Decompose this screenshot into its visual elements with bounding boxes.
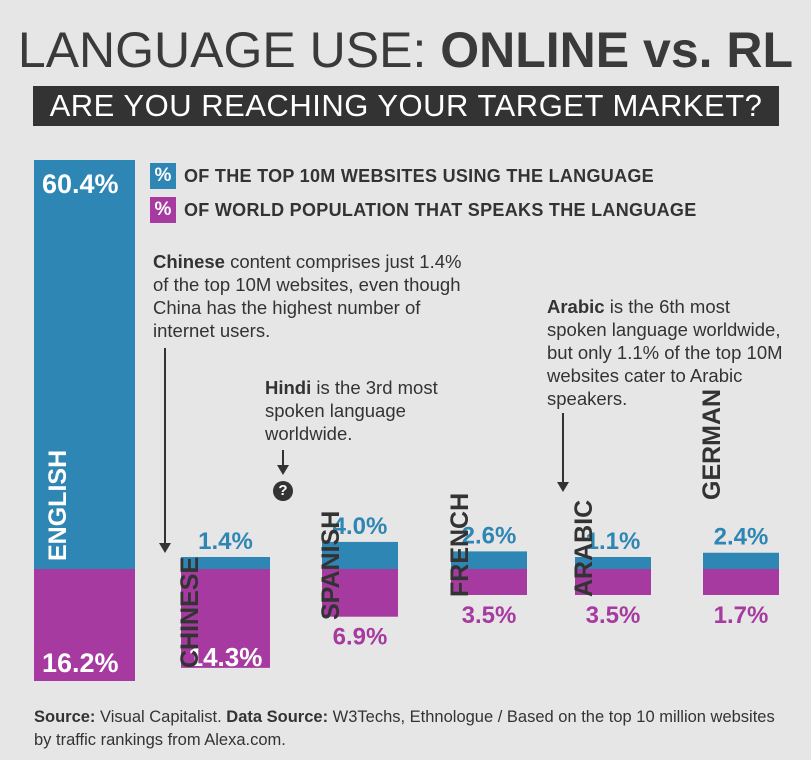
note-arabic-text: is the 6th most spoken language worldwid…	[547, 296, 783, 409]
question-icon: ?	[273, 481, 293, 501]
legend-item-population: % OF WORLD POPULATION THAT SPEAKS THE LA…	[150, 196, 697, 224]
page-title: LANGUAGE USE: ONLINE vs. RL	[0, 22, 811, 78]
bar-websites-french	[451, 551, 527, 569]
arrow-hindi-line	[282, 450, 284, 466]
subtitle: ARE YOU REACHING YOUR TARGET MARKET?	[33, 86, 779, 126]
legend-label-population: OF WORLD POPULATION THAT SPEAKS THE LANG…	[184, 199, 697, 220]
category-label-chinese: CHINESE	[176, 557, 204, 668]
bar-population-chinese	[181, 569, 270, 668]
note-chinese-text: content comprises just 1.4% of the top 1…	[153, 251, 462, 341]
note-hindi-bold: Hindi	[265, 377, 312, 398]
category-label-french: FRENCH	[446, 493, 474, 597]
bar-websites-german	[703, 552, 779, 569]
value-label-population-arabic: 3.5%	[586, 602, 641, 629]
value-label-websites-french: 2.6%	[462, 522, 517, 549]
value-label-websites-spanish: 4.0%	[333, 513, 388, 540]
value-label-websites-german: 2.4%	[714, 524, 769, 551]
bar-websites-arabic	[575, 557, 651, 569]
legend-item-websites: % OF THE TOP 10M WEBSITES USING THE LANG…	[150, 162, 654, 190]
bar-websites-spanish	[322, 541, 398, 569]
value-label-population-french: 3.5%	[462, 602, 517, 629]
arrow-arabic-line	[562, 413, 564, 483]
bar-population-french	[451, 569, 527, 595]
note-hindi: Hindi is the 3rd most spoken language wo…	[265, 376, 475, 445]
data-source-label: Data Source:	[226, 708, 329, 726]
value-label-population-english: 16.2%	[42, 648, 119, 678]
source-label: Source:	[34, 708, 96, 726]
note-chinese: Chinese content comprises just 1.4% of t…	[153, 250, 465, 342]
value-label-websites-english: 60.4%	[42, 169, 119, 199]
category-label-german: GERMAN	[698, 389, 726, 500]
value-label-population-chinese: 14.3%	[189, 642, 263, 672]
source-text: Visual Capitalist.	[95, 708, 227, 726]
data-source-text: W3Techs, Ethnologue / Based on the top 1…	[34, 708, 775, 749]
note-arabic: Arabic is the 6th most spoken language w…	[547, 295, 787, 410]
legend-swatch-websites: %	[150, 163, 176, 189]
value-label-websites-arabic: 1.1%	[586, 528, 641, 555]
bar-population-arabic	[575, 569, 651, 595]
bar-population-english	[34, 569, 135, 681]
value-label-population-spanish: 6.9%	[333, 624, 388, 651]
arrow-chinese-line	[164, 348, 166, 544]
note-chinese-bold: Chinese	[153, 251, 225, 272]
value-label-population-german: 1.7%	[714, 602, 769, 629]
value-label-websites-chinese: 1.4%	[198, 528, 253, 555]
arrow-arabic-head	[557, 482, 569, 492]
legend-label-websites: OF THE TOP 10M WEBSITES USING THE LANGUA…	[184, 165, 654, 186]
legend-swatch-population: %	[150, 197, 176, 223]
bar-websites-chinese	[181, 557, 270, 569]
bar-population-spanish	[322, 569, 398, 617]
title-bold: ONLINE vs. RL	[440, 22, 794, 78]
category-label-arabic: ARABIC	[570, 500, 598, 597]
bar-population-german	[703, 569, 779, 595]
arrow-hindi-head	[277, 465, 289, 475]
title-light: LANGUAGE USE:	[17, 22, 427, 78]
source-note: Source: Visual Capitalist. Data Source: …	[34, 706, 794, 752]
category-label-english: ENGLISH	[44, 450, 72, 561]
bar-websites-english	[34, 160, 135, 569]
arrow-chinese-head	[159, 543, 171, 553]
note-hindi-text: is the 3rd most spoken language worldwid…	[265, 377, 438, 444]
category-label-spanish: SPANISH	[317, 511, 345, 620]
note-arabic-bold: Arabic	[547, 296, 605, 317]
